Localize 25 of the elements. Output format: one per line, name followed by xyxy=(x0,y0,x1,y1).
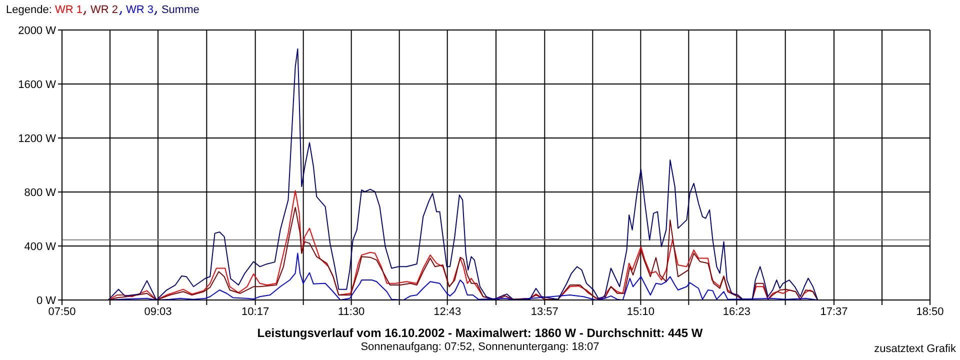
y-tick-label: 1600 W xyxy=(18,78,57,91)
text: zusatztext Grafik xyxy=(874,343,956,355)
x-tick-label: 16:23 xyxy=(722,306,750,318)
text: WR 1 xyxy=(54,4,82,16)
x-tick-label: 13:57 xyxy=(530,306,558,318)
legend-label: WR 2 xyxy=(89,4,118,16)
text: Sonnenaufgang: 07:52, Sonnenuntergang: 18:07 xyxy=(360,341,600,353)
x-tick-label: 10:17 xyxy=(242,306,270,318)
x-tick-label: 11:30 xyxy=(338,306,365,318)
x-tick-label: 12:43 xyxy=(434,306,462,318)
x-tick-label: 15:10 xyxy=(626,306,654,318)
line-series xyxy=(108,48,818,300)
legend-title: Legende: xyxy=(6,4,53,16)
legend-label: WR 3 xyxy=(124,4,154,16)
legend-label: Summe xyxy=(160,4,200,16)
y-tick-label: 800 W xyxy=(24,186,57,199)
x-tick-label: 07:50 xyxy=(48,306,76,318)
x-tick-label: 09:03 xyxy=(144,306,172,318)
y-tick-label: 1200 W xyxy=(18,132,57,145)
y-tick-label: 0 W xyxy=(36,294,57,307)
x-tick-label: 18:50 xyxy=(916,306,944,318)
x-tick-label: 17:37 xyxy=(820,306,848,318)
y-tick-label: 2000 W xyxy=(18,24,57,37)
y-tick-label: 400 W xyxy=(24,240,57,253)
text: Leistungsverlauf vom 16.10.2002 - Maximalwert: 1860 W - Durchschnitt: 445 W xyxy=(256,326,704,340)
